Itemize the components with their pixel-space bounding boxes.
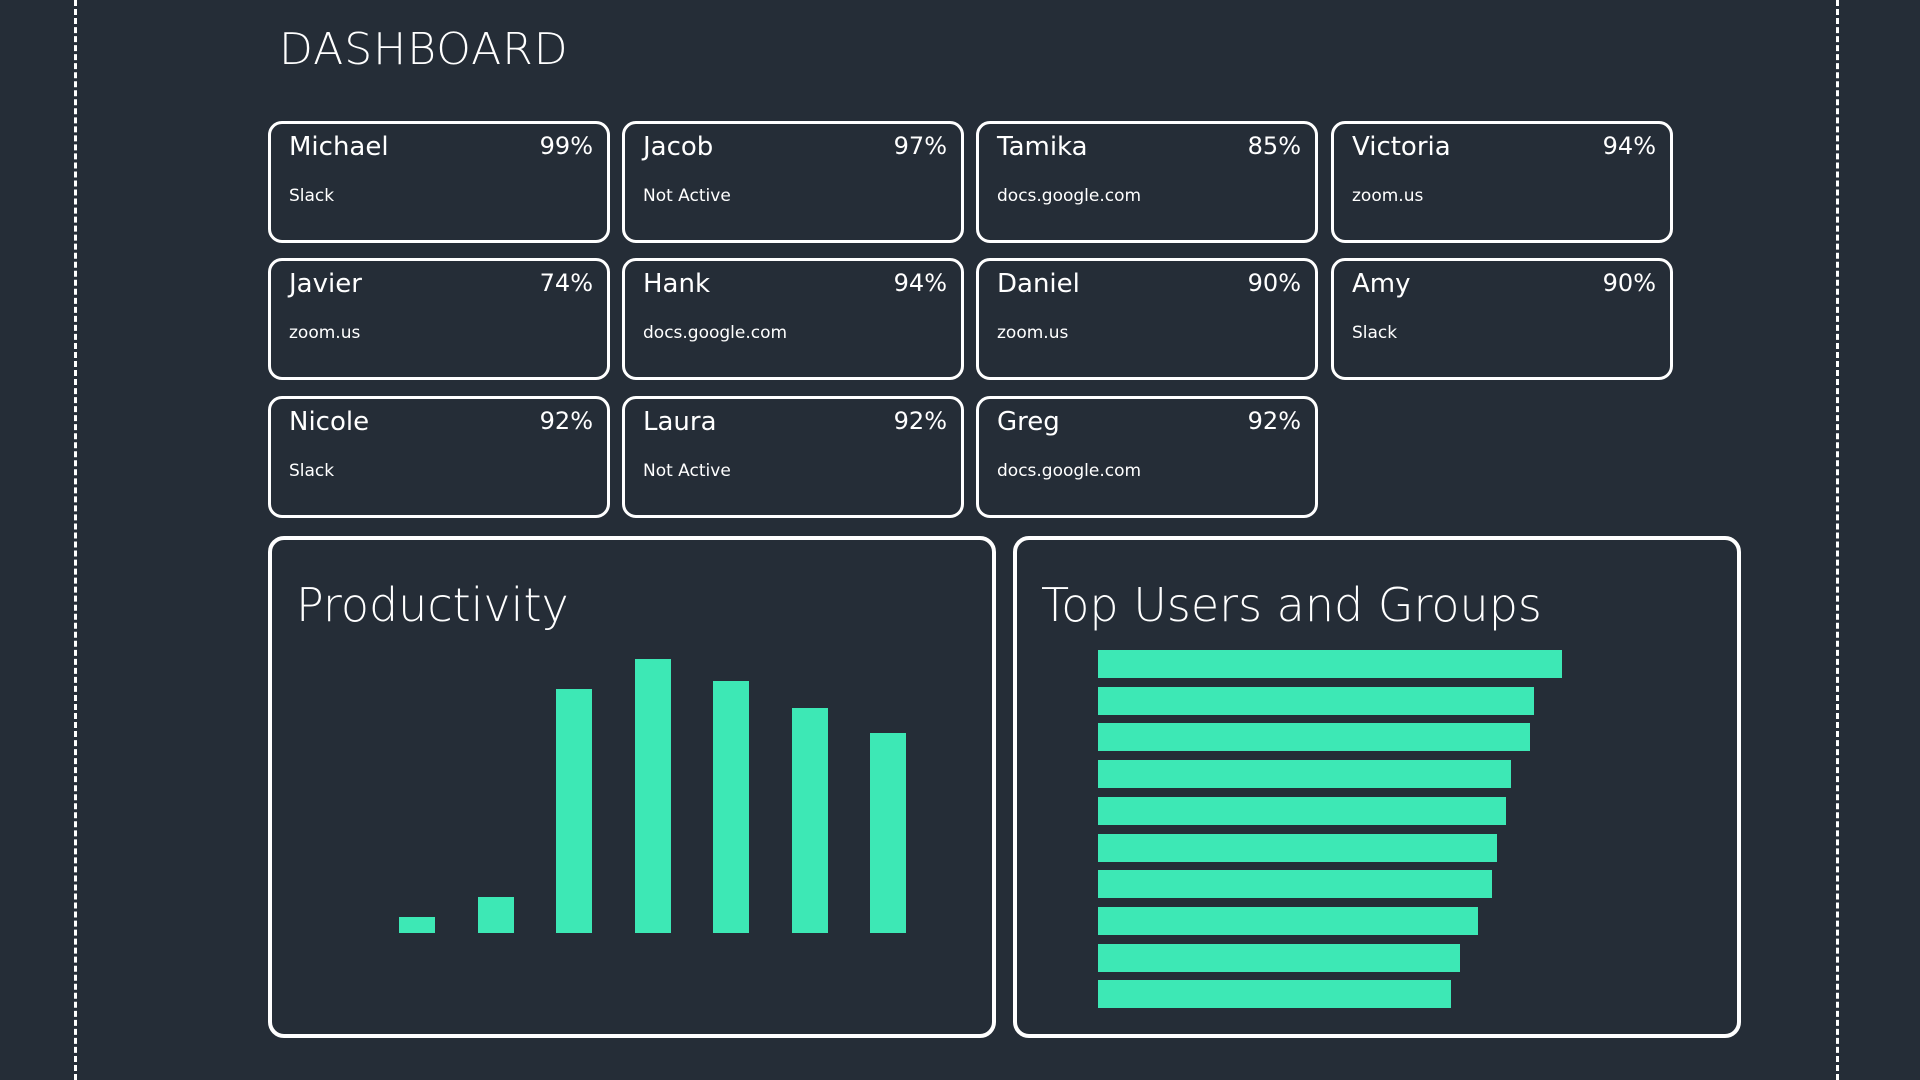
user-percent: 90%: [1602, 269, 1656, 297]
user-name: Tamika: [997, 132, 1088, 162]
user-card[interactable]: Michael 99% Slack: [268, 121, 610, 243]
productivity-panel: Productivity: [268, 536, 996, 1038]
user-name: Nicole: [289, 407, 370, 437]
top-users-bar: [1098, 833, 1498, 862]
productivity-bar: [477, 897, 514, 933]
user-active-app: Slack: [1352, 323, 1398, 343]
productivity-title: Productivity: [296, 578, 569, 632]
user-name: Greg: [997, 407, 1060, 437]
user-percent: 94%: [893, 269, 947, 297]
user-card[interactable]: Nicole 92% Slack: [268, 396, 610, 518]
user-card[interactable]: Victoria 94% zoom.us: [1331, 121, 1673, 243]
top-users-bar: [1098, 650, 1562, 678]
top-users-bar: [1098, 906, 1479, 935]
user-active-app: docs.google.com: [643, 323, 788, 343]
user-card[interactable]: Laura 92% Not Active: [622, 396, 964, 518]
user-card[interactable]: Hank 94% docs.google.com: [622, 258, 964, 380]
productivity-bar: [713, 680, 749, 933]
top-users-bar: [1098, 723, 1530, 752]
user-active-app: Slack: [289, 461, 335, 481]
left-dashed-divider: [74, 0, 77, 1080]
top-users-bar: [1098, 980, 1451, 1009]
user-percent: 97%: [893, 132, 947, 160]
user-percent: 99%: [539, 132, 593, 160]
user-active-app: zoom.us: [997, 323, 1069, 343]
top-users-panel: Top Users and Groups: [1013, 536, 1741, 1038]
user-card[interactable]: Tamika 85% docs.google.com: [976, 121, 1318, 243]
top-users-bar: [1098, 686, 1535, 715]
user-percent: 85%: [1247, 132, 1301, 160]
right-dashed-divider: [1836, 0, 1839, 1080]
page-title: DASHBOARD: [279, 24, 569, 75]
user-card[interactable]: Javier 74% zoom.us: [268, 258, 610, 380]
user-card[interactable]: Jacob 97% Not Active: [622, 121, 964, 243]
user-card[interactable]: Greg 92% docs.google.com: [976, 396, 1318, 518]
user-active-app: Slack: [289, 186, 335, 206]
user-name: Daniel: [997, 269, 1080, 299]
user-card[interactable]: Amy 90% Slack: [1331, 258, 1673, 380]
user-percent: 74%: [539, 269, 593, 297]
top-users-title: Top Users and Groups: [1041, 578, 1542, 632]
productivity-bar: [791, 708, 828, 933]
user-name: Victoria: [1352, 132, 1451, 162]
user-active-app: Not Active: [643, 186, 731, 206]
user-active-app: Not Active: [643, 461, 731, 481]
user-name: Javier: [289, 269, 362, 299]
user-percent: 92%: [893, 407, 947, 435]
productivity-bar: [634, 659, 671, 933]
user-percent: 92%: [539, 407, 593, 435]
productivity-bar: [556, 689, 592, 933]
user-name: Michael: [289, 132, 389, 162]
user-percent: 92%: [1247, 407, 1301, 435]
top-users-bar: [1098, 943, 1460, 972]
user-name: Amy: [1352, 269, 1411, 299]
user-active-app: zoom.us: [1352, 186, 1424, 206]
top-users-bar: [1098, 796, 1507, 825]
user-name: Jacob: [643, 132, 714, 162]
user-card[interactable]: Daniel 90% zoom.us: [976, 258, 1318, 380]
user-active-app: docs.google.com: [997, 461, 1142, 481]
user-active-app: zoom.us: [289, 323, 361, 343]
user-percent: 90%: [1247, 269, 1301, 297]
productivity-bar: [870, 732, 906, 933]
productivity-bar: [399, 916, 435, 933]
top-users-bar: [1098, 760, 1511, 789]
user-active-app: docs.google.com: [997, 186, 1142, 206]
user-name: Laura: [643, 407, 717, 437]
user-percent: 94%: [1602, 132, 1656, 160]
top-users-bar: [1098, 870, 1493, 899]
user-name: Hank: [643, 269, 711, 299]
